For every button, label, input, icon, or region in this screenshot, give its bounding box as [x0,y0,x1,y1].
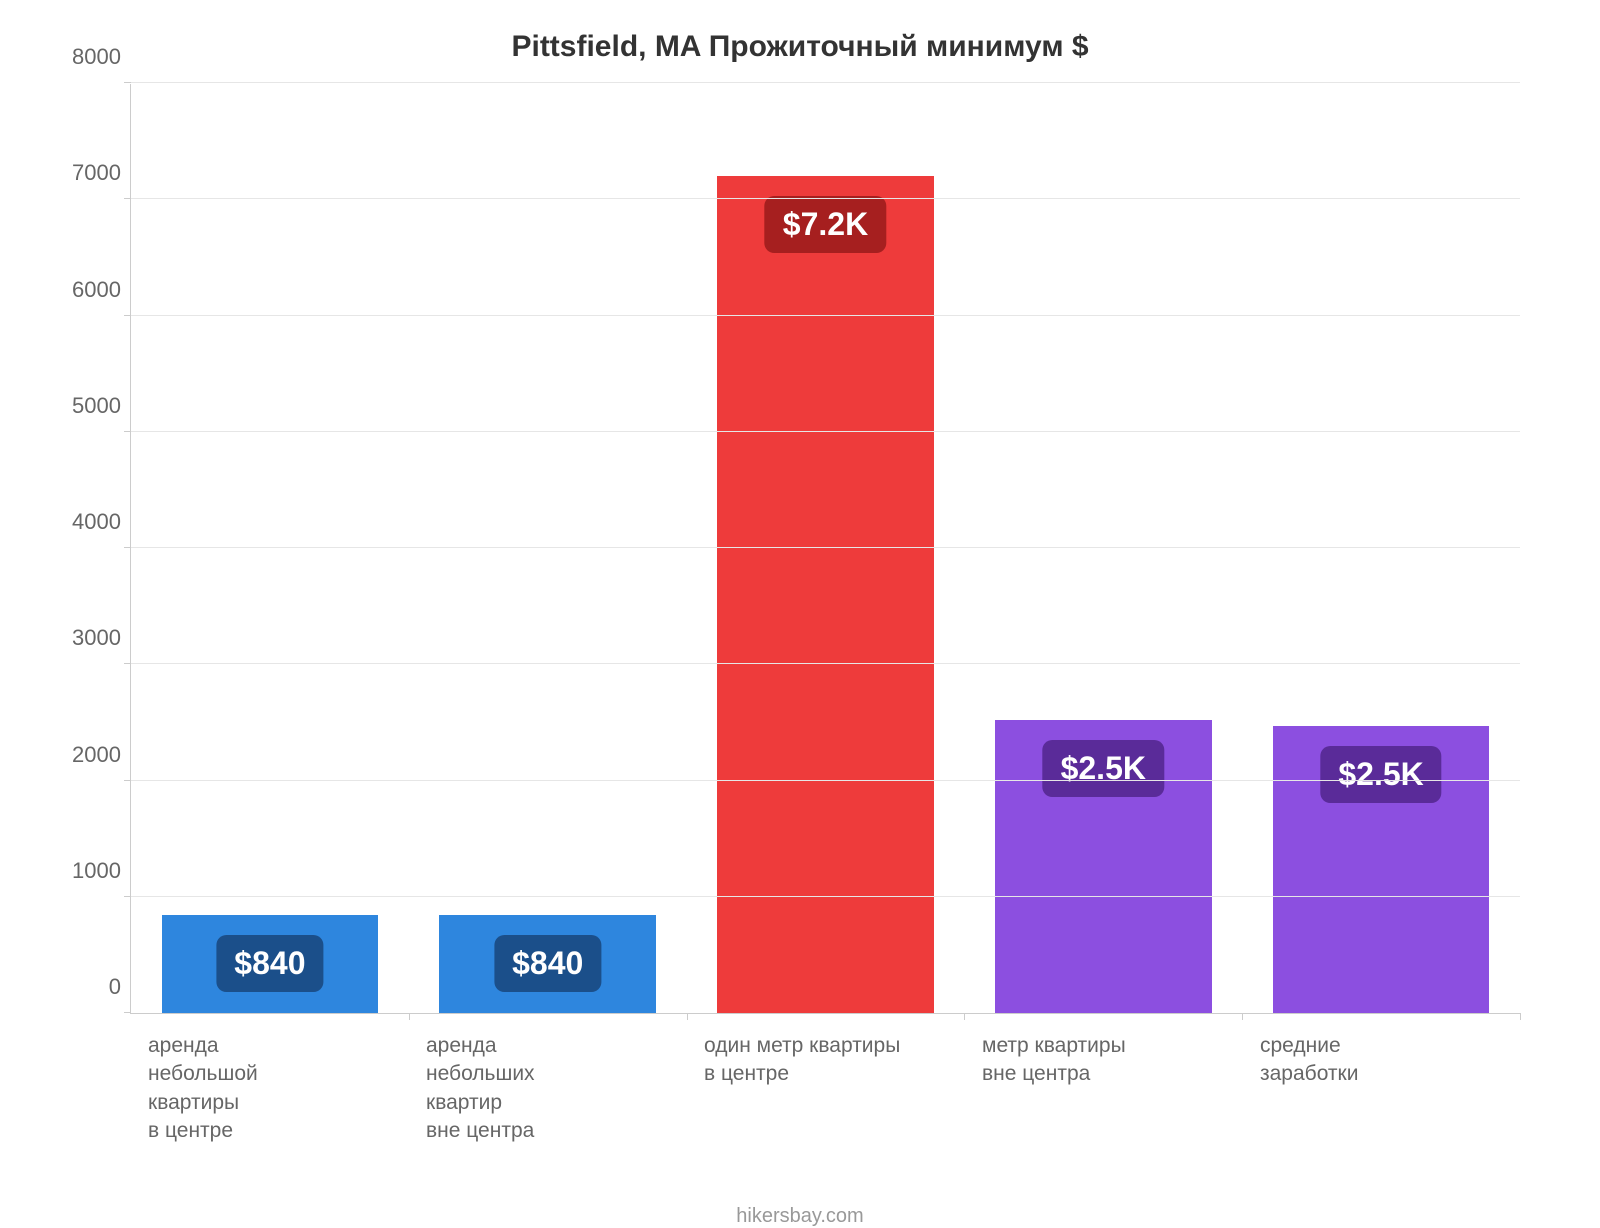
y-axis-label: 8000 [61,44,121,70]
y-axis-label: 5000 [61,393,121,419]
y-axis-label: 2000 [61,742,121,768]
x-axis-label: средние заработки [1260,1032,1490,1089]
value-badge: $7.2K [765,196,886,253]
y-tick [124,82,131,83]
x-tick [687,1013,688,1020]
bar-slot: $2.5K [964,84,1242,1013]
y-tick [124,198,131,199]
bar: $840 [439,915,656,1013]
value-badge: $2.5K [1043,740,1164,797]
y-axis-label: 7000 [61,160,121,186]
gridline [131,315,1520,316]
x-tick [409,1013,410,1020]
y-tick [124,780,131,781]
y-tick [124,1012,131,1013]
y-tick [124,663,131,664]
y-axis-label: 3000 [61,625,121,651]
bar-slot: $7.2K [687,84,965,1013]
x-label-slot: метр квартиры вне центра [964,1014,1242,1145]
x-axis-label: аренда небольших квартир вне центра [426,1032,656,1145]
bar: $2.5K [1273,726,1490,1013]
gridline [131,780,1520,781]
x-tick [1242,1013,1243,1020]
x-axis-label: один метр квартиры в центре [704,1032,934,1089]
y-axis-label: 4000 [61,509,121,535]
gridline [131,198,1520,199]
x-tick [964,1013,965,1020]
chart-title: Pittsfield, MA Прожиточный минимум $ [40,30,1560,64]
x-axis-label: метр квартиры вне центра [982,1032,1212,1089]
x-label-slot: аренда небольшой квартиры в центре [130,1014,408,1145]
gridline [131,547,1520,548]
y-tick [124,431,131,432]
bar-slot: $840 [131,84,409,1013]
value-badge: $840 [494,935,601,992]
y-axis-label: 6000 [61,277,121,303]
value-badge: $840 [216,935,323,992]
y-tick [124,315,131,316]
gridline [131,663,1520,664]
gridline [131,431,1520,432]
x-tick [1520,1013,1521,1020]
y-axis-label: 1000 [61,858,121,884]
bars-container: $840 $840 $7.2K $2.5K $2.5K [131,84,1520,1013]
bar: $840 [162,915,379,1013]
bar: $7.2K [717,176,934,1013]
value-badge: $2.5K [1320,746,1441,803]
chart-footer: hikersbay.com [40,1205,1560,1228]
plot-area: $840$840$7.2K$2.5K$2.5K 0100020003000400… [130,84,1520,1014]
y-tick [124,547,131,548]
gridline [131,82,1520,83]
bar-slot: $840 [409,84,687,1013]
y-axis-label: 0 [61,974,121,1000]
x-axis: аренда небольшой квартиры в центре аренда… [130,1014,1520,1145]
x-label-slot: средние заработки [1242,1014,1520,1145]
x-axis-label: аренда небольшой квартиры в центре [148,1032,378,1145]
bar: $2.5K [995,720,1212,1013]
gridline [131,896,1520,897]
y-tick [124,896,131,897]
bar-slot: $2.5K [1242,84,1520,1013]
x-label-slot: один метр квартиры в центре [686,1014,964,1145]
cost-of-living-chart: Pittsfield, MA Прожиточный минимум $ $84… [0,0,1600,1200]
x-label-slot: аренда небольших квартир вне центра [408,1014,686,1145]
